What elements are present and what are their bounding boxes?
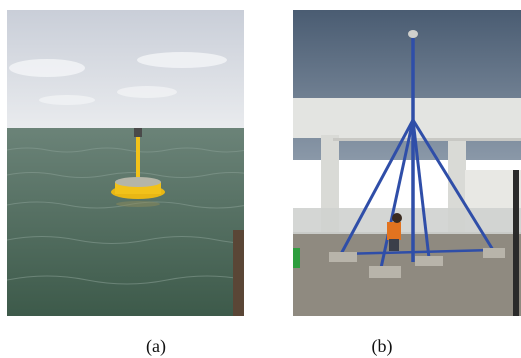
sea [7, 128, 244, 316]
buoy-mast [136, 136, 140, 186]
buoy-reflection [116, 201, 160, 207]
parapet [293, 208, 521, 234]
caption-b: (b) [371, 336, 393, 356]
cloud [137, 52, 227, 68]
buoy-top [115, 177, 161, 187]
photo-buoy-at-sea [7, 10, 244, 316]
buoy-scene [7, 10, 244, 316]
concrete-base [415, 256, 443, 266]
rooftop-floor [293, 232, 521, 316]
concrete-base [329, 252, 357, 262]
mast [339, 38, 495, 269]
pier-edge [233, 230, 244, 316]
worker [387, 213, 402, 251]
concrete-base [369, 266, 401, 278]
cloud [117, 86, 177, 98]
cloud [39, 95, 95, 105]
rooftop-scene [293, 10, 521, 316]
caption-a: (a) [146, 336, 166, 356]
railing-pipe [333, 138, 521, 141]
concrete-base [483, 248, 505, 258]
buoy-antenna [134, 128, 142, 137]
dark-pole [513, 170, 519, 316]
antenna-top [408, 30, 418, 38]
green-bucket [293, 248, 300, 268]
photo-rooftop-mast [293, 10, 521, 316]
buoy [111, 128, 165, 207]
cloud [9, 59, 85, 77]
